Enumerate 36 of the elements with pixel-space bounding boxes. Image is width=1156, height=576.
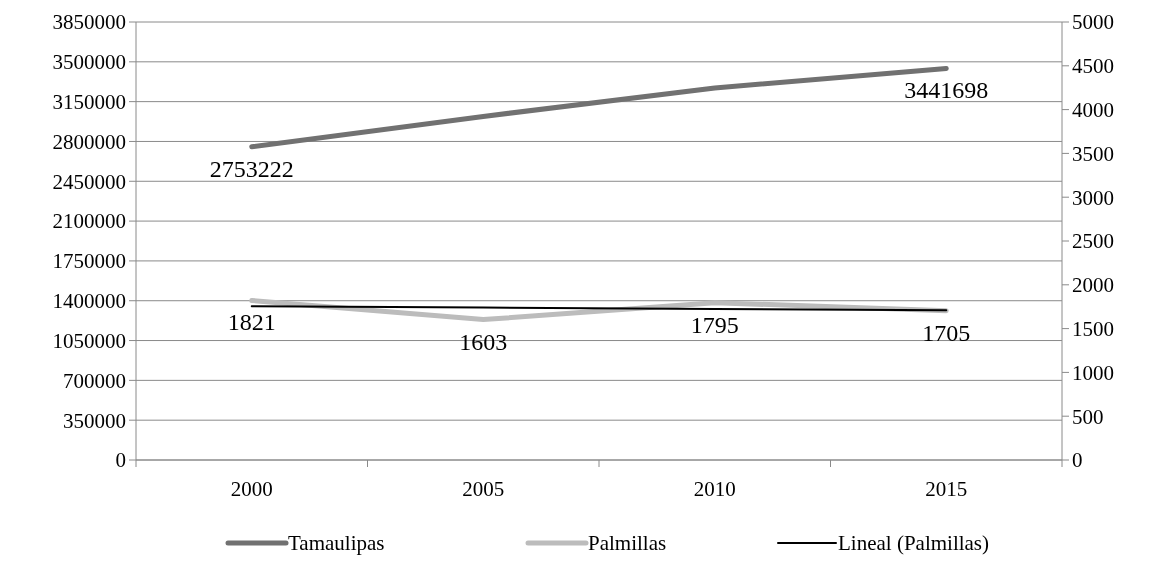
y2-tick-label: 1500 — [1072, 316, 1114, 341]
y-tick-label: 2100000 — [52, 209, 126, 234]
y2-tick-label: 2000 — [1072, 273, 1114, 298]
legend-label: Lineal (Palmillas) — [838, 531, 990, 556]
y2-tick-label: 500 — [1072, 404, 1104, 429]
y-tick-label: 2450000 — [52, 169, 126, 194]
y-tick-label: 1050000 — [52, 328, 126, 353]
y-tick-label: 700000 — [63, 368, 126, 393]
data-label: 1603 — [459, 328, 508, 355]
y2-tick-label: 4000 — [1072, 97, 1114, 122]
x-tick-label: 2010 — [693, 477, 736, 501]
x-tick-label: 2005 — [462, 477, 505, 501]
data-label: 2753222 — [209, 155, 294, 182]
y-tick-label: 3850000 — [52, 10, 126, 35]
y-tick-label: 1400000 — [52, 289, 126, 314]
y-tick-label: 0 — [115, 448, 126, 473]
data-label: 3441698 — [904, 77, 989, 104]
y2-tick-label: 3500 — [1072, 141, 1114, 166]
data-label: 1705 — [922, 319, 971, 346]
y-tick-label: 3500000 — [52, 50, 126, 75]
y-tick-label: 1750000 — [52, 249, 126, 274]
y2-tick-label: 0 — [1072, 448, 1083, 473]
legend-label: Tamaulipas — [288, 531, 385, 556]
data-label: 1821 — [227, 309, 276, 336]
y-tick-label: 3150000 — [52, 89, 126, 114]
y2-tick-label: 5000 — [1072, 10, 1114, 35]
y-tick-label: 350000 — [63, 408, 126, 433]
y2-tick-label: 2500 — [1072, 229, 1114, 254]
y-tick-label: 2800000 — [52, 129, 126, 154]
x-tick-label: 2015 — [925, 477, 968, 501]
data-label: 1795 — [690, 311, 739, 338]
y2-tick-label: 4500 — [1072, 54, 1114, 79]
y2-tick-label: 3000 — [1072, 185, 1114, 210]
y2-tick-label: 1000 — [1072, 360, 1114, 385]
x-tick-label: 2000 — [230, 477, 273, 501]
legend-label: Palmillas — [588, 531, 667, 556]
